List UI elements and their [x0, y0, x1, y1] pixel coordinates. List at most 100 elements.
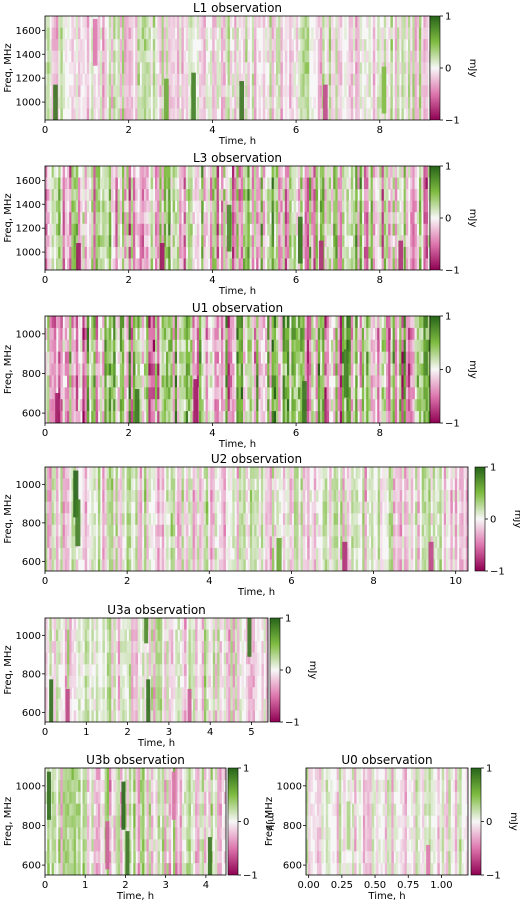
heatmap-cell [80, 524, 83, 537]
heatmap-cell [328, 223, 332, 236]
heatmap-cell [234, 316, 237, 329]
heatmap-cell [51, 375, 55, 388]
heatmap-cell [243, 246, 246, 259]
heatmap-cell [190, 316, 193, 329]
heatmap-cell [333, 200, 336, 213]
heatmap-cell [282, 246, 286, 259]
heatmap-cell [227, 478, 231, 491]
heatmap-cell [276, 399, 279, 412]
heatmap-cell [309, 363, 312, 376]
y-axis-label: Freq, MHz [3, 345, 14, 394]
heatmap-cell [284, 387, 288, 400]
heatmap-cell [161, 375, 165, 388]
heatmap-cell [221, 39, 224, 51]
heatmap-cell [203, 16, 206, 28]
heatmap-cell [306, 200, 310, 213]
heatmap-cell [394, 399, 398, 412]
heatmap-cell [111, 108, 114, 120]
heatmap-cell [192, 490, 196, 502]
heatmap-cell [157, 339, 160, 352]
heatmap-cell [225, 351, 228, 364]
heatmap-cell [218, 375, 222, 388]
heatmap-cell [238, 223, 242, 236]
heatmap-cell [152, 50, 156, 63]
heatmap-cell [306, 62, 310, 75]
heatmap-cell [212, 50, 215, 63]
heatmap-cell [188, 96, 191, 109]
heatmap-cell [216, 375, 220, 388]
heatmap-cell [232, 73, 235, 86]
heatmap-cell [146, 501, 149, 514]
heatmap-cell [115, 467, 118, 479]
heatmap-cell [390, 375, 393, 388]
heatmap-cell [126, 536, 130, 549]
heatmap-cell [333, 363, 336, 376]
heatmap-cell [232, 536, 235, 549]
heatmap-cell [128, 399, 132, 412]
heatmap-cell [86, 50, 90, 63]
heatmap-cell [320, 411, 323, 423]
heatmap-cell [258, 189, 261, 201]
heatmap-cell [339, 189, 343, 201]
heatmap-3 [45, 316, 430, 423]
heatmap-cell [196, 235, 200, 248]
heatmap-cell [225, 411, 228, 423]
heatmap-cell [410, 85, 413, 98]
heatmap-cell [337, 200, 341, 213]
heatmap-cell [284, 27, 288, 40]
heatmap-cell [71, 39, 74, 51]
heatmap-cell [304, 339, 308, 352]
heatmap-cell [399, 39, 402, 51]
heatmap-cell [403, 235, 407, 248]
heatmap-cell [53, 478, 57, 491]
heatmap-cell [234, 387, 237, 400]
heatmap-cell [148, 62, 151, 75]
heatmap-cell [212, 387, 215, 400]
heatmap-cell [111, 467, 114, 479]
heatmap-cell [113, 547, 116, 560]
heatmap-cell [126, 50, 129, 63]
heatmap-cell [311, 351, 314, 364]
heatmap-cell [416, 246, 420, 259]
heatmap-cell [339, 375, 343, 388]
heatmap-cell [221, 536, 224, 549]
heatmap-cell [390, 339, 393, 352]
heatmap-cell [181, 490, 185, 502]
heatmap-cell [73, 223, 77, 236]
heatmap-cell [324, 212, 327, 225]
heatmap-cell [397, 399, 400, 412]
x-tick-label: 8 [377, 275, 383, 286]
heatmap-cell [276, 235, 279, 248]
heatmap-cell [95, 189, 99, 201]
heatmap-cell [53, 166, 57, 178]
heatmap-cell [425, 108, 429, 120]
heatmap-cell [355, 327, 358, 341]
heatmap-cell [390, 246, 393, 259]
heatmap-cell [119, 501, 123, 514]
heatmap-cell [203, 50, 206, 63]
heatmap-cell [82, 246, 85, 259]
heatmap-cell [269, 73, 272, 86]
heatmap-cell [119, 490, 123, 502]
heatmap-cell [80, 513, 83, 526]
heatmap-cell [216, 50, 220, 63]
heatmap-cell [348, 73, 352, 86]
heatmap-cell [346, 96, 349, 109]
heatmap-cell [199, 96, 202, 109]
heatmap-cell [232, 411, 235, 423]
heatmap-cell [91, 166, 94, 178]
heatmap-cell [278, 200, 281, 213]
heatmap-cell [236, 177, 239, 190]
heatmap-cell [335, 316, 338, 329]
heatmap-cell [210, 166, 213, 178]
heatmap-cell [64, 387, 68, 400]
heatmap-cell [350, 62, 354, 75]
heatmap-cell [342, 375, 345, 388]
heatmap-cell [60, 513, 63, 526]
heatmap-cell [49, 189, 52, 201]
heatmap-cell [207, 351, 211, 364]
heatmap-cell [45, 85, 48, 98]
heatmap-cell [252, 467, 255, 479]
heatmap-cell [139, 258, 143, 270]
heatmap-cell [179, 212, 182, 225]
